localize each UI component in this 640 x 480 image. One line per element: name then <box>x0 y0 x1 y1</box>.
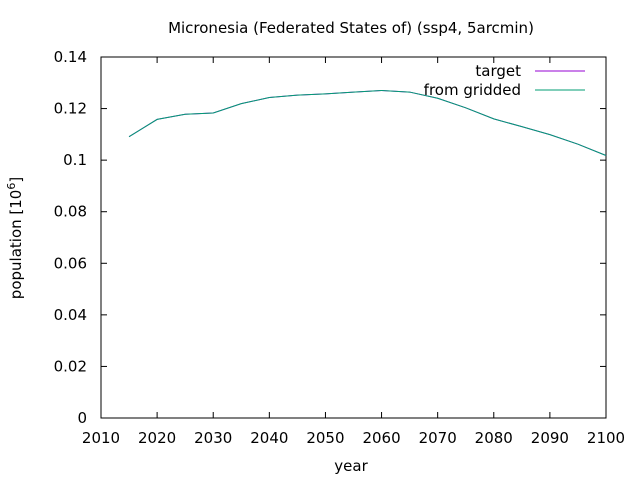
y-axis-label-exponent: 6 <box>5 183 18 190</box>
x-tick-label: 2030 <box>194 429 232 447</box>
y-tick-label: 0.12 <box>54 100 87 118</box>
y-tick-label: 0 <box>77 409 87 427</box>
y-axis-label: population [106] <box>5 177 25 299</box>
x-axis-label: year <box>334 457 368 475</box>
plot-frame <box>100 56 607 419</box>
y-tick-label: 0.02 <box>54 357 87 375</box>
legend-label-target: target <box>475 62 521 80</box>
x-tick-label: 2070 <box>419 429 457 447</box>
series-line-from-gridded <box>128 90 607 156</box>
x-tick-label: 2080 <box>475 429 513 447</box>
chart-title: Micronesia (Federated States of) (ssp4, … <box>168 19 534 37</box>
x-tick-label: 2090 <box>531 429 569 447</box>
x-axis: 2010 2020 2030 2040 2050 2060 2070 2080 2090 2100 <box>82 57 625 447</box>
y-tick-label: 0.1 <box>63 151 87 169</box>
x-tick-label: 2010 <box>82 429 120 447</box>
legend-label-from-gridded: from gridded <box>424 81 521 99</box>
y-axis: 0 0.02 0.04 0.06 0.08 0.1 0.12 0.14 <box>54 48 606 427</box>
y-axis-label-close: ] <box>7 177 25 183</box>
y-tick-label: 0.06 <box>54 254 87 272</box>
series-line-target <box>128 90 607 156</box>
x-tick-label: 2050 <box>306 429 344 447</box>
y-axis-label-main: population [10 <box>7 190 25 300</box>
legend: target from gridded <box>424 62 585 99</box>
x-tick-label: 2060 <box>362 429 400 447</box>
x-tick-label: 2100 <box>587 429 625 447</box>
y-tick-label: 0.08 <box>54 203 87 221</box>
x-tick-label: 2040 <box>250 429 288 447</box>
x-tick-label: 2020 <box>138 429 176 447</box>
y-tick-label: 0.04 <box>54 306 87 324</box>
y-tick-label: 0.14 <box>54 48 87 66</box>
series-lines <box>128 90 607 156</box>
